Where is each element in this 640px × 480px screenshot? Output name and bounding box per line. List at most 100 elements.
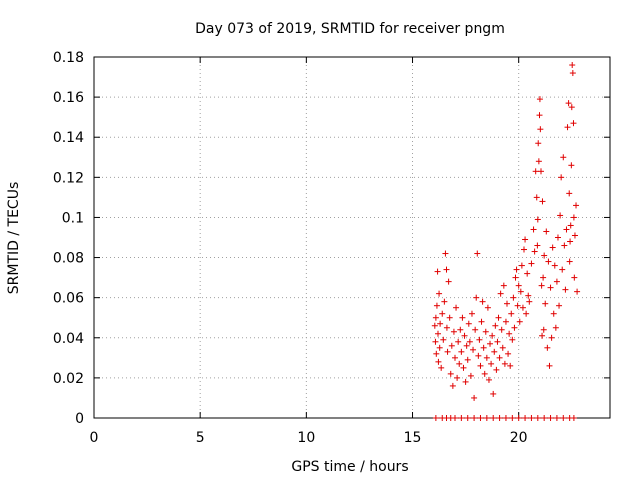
x-tick-label: 5 (196, 430, 205, 446)
data-point (518, 262, 525, 269)
data-point (497, 290, 504, 297)
data-point (454, 374, 461, 381)
grid (94, 57, 610, 418)
data-point (473, 294, 480, 301)
data-point (539, 198, 546, 205)
data-point (504, 300, 511, 307)
data-point (558, 174, 565, 181)
data-point (458, 348, 465, 355)
data-point (448, 342, 455, 349)
data-point (467, 372, 474, 379)
data-point (456, 360, 463, 367)
data-point (436, 290, 443, 297)
data-point (535, 158, 542, 165)
data-point (468, 310, 475, 317)
data-point (431, 322, 438, 329)
data-point (474, 250, 481, 257)
data-point (483, 354, 490, 361)
data-point (490, 390, 497, 397)
data-point (445, 278, 452, 285)
data-point (501, 360, 508, 367)
data-point (487, 340, 494, 347)
data-point (507, 362, 514, 369)
chart-title: Day 073 of 2019, SRMTID for receiver png… (195, 21, 505, 37)
data-point (539, 332, 546, 339)
data-point (439, 310, 446, 317)
data-point (566, 258, 573, 265)
data-point (565, 100, 572, 107)
data-point (541, 415, 548, 421)
data-point (563, 226, 570, 233)
data-point (460, 364, 467, 371)
data-point (488, 360, 495, 367)
y-tick-label: 0.06 (53, 291, 84, 307)
data-point (443, 266, 450, 273)
data-point (506, 330, 513, 337)
data-point (557, 212, 564, 219)
data-point (443, 324, 450, 331)
data-point (447, 370, 454, 377)
y-tick-label: 0.08 (53, 251, 84, 267)
data-point (548, 334, 555, 341)
data-point (530, 226, 537, 233)
data-point (466, 338, 473, 345)
data-point (571, 274, 578, 281)
data-point (509, 336, 516, 343)
data-point (515, 415, 522, 421)
data-point (436, 344, 443, 351)
data-point (534, 415, 541, 421)
data-point (485, 376, 492, 383)
data-point (536, 96, 543, 103)
y-tick-label: 0.12 (53, 170, 84, 186)
data-point (489, 332, 496, 339)
axis-ticks: 0 0.02 0.04 0.06 0.08 0.1 0.12 0.14 0.16 0.18 0 5 10… (53, 50, 610, 446)
data-point (493, 366, 500, 373)
data-point (458, 415, 465, 421)
data-point (560, 415, 567, 421)
data-point (432, 415, 439, 421)
data-point (551, 262, 558, 269)
data-point (544, 344, 551, 351)
data-point (442, 250, 449, 257)
data-point (496, 354, 503, 361)
data-point (464, 356, 471, 363)
data-point (477, 362, 484, 369)
data-point (490, 415, 497, 421)
data-point (502, 318, 509, 325)
data-point (437, 320, 444, 327)
data-point (481, 370, 488, 377)
data-point (433, 302, 440, 309)
y-tick-label: 0.18 (53, 50, 84, 66)
data-point (435, 358, 442, 365)
data-point (455, 338, 462, 345)
data-point (482, 328, 489, 335)
data-point (559, 266, 566, 273)
data-point (500, 282, 507, 289)
data-point (564, 124, 571, 131)
data-point (537, 126, 544, 133)
data-point (508, 310, 515, 317)
data-point (491, 348, 498, 355)
data-point (569, 70, 576, 77)
data-point (521, 246, 527, 253)
data-point (571, 232, 578, 239)
data-point (484, 304, 491, 311)
y-tick-label: 0.02 (53, 371, 84, 387)
data-point (532, 168, 539, 175)
data-point (574, 288, 581, 295)
data-point (543, 228, 550, 235)
x-tick-label: 10 (297, 430, 315, 446)
data-point (554, 234, 561, 241)
data-point (542, 300, 549, 307)
data-point (451, 415, 458, 421)
data-point (567, 222, 574, 229)
data-point (511, 324, 518, 331)
data-point (471, 394, 478, 401)
data-point (496, 415, 503, 421)
data-point (433, 350, 440, 357)
data-point (512, 274, 519, 281)
y-tick-label: 0 (75, 411, 84, 427)
data-point (540, 274, 547, 281)
